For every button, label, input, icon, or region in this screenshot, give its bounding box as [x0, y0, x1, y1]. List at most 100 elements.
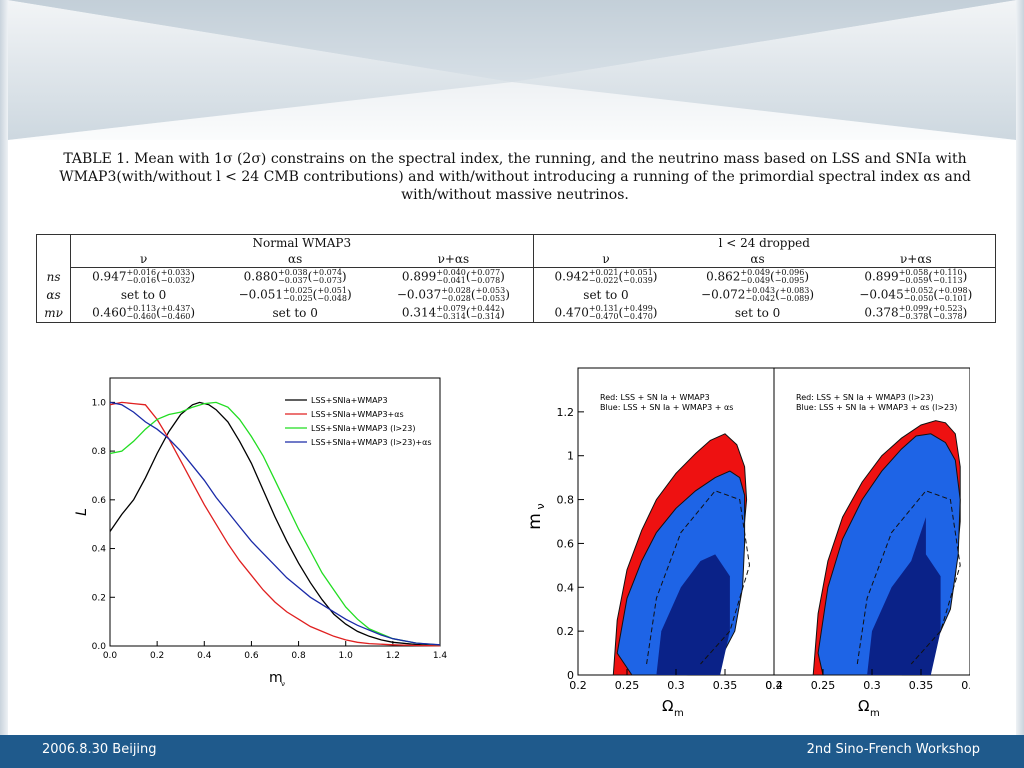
x-tick-label: 0.35: [909, 679, 934, 692]
table-cell: set to 0: [678, 304, 837, 323]
contour-inner-region: [656, 554, 730, 675]
column-header: ν: [70, 251, 217, 268]
legend-entry: LSS+SNIa+WMAP3+αs: [311, 410, 404, 419]
x-tick-label: 0.4: [197, 651, 212, 661]
right-border: [1016, 0, 1024, 735]
y-tick-label: 0.8: [557, 494, 575, 507]
column-header: ν+αs: [374, 251, 534, 268]
x-tick-label: 0.35: [713, 679, 738, 692]
x-axis-label-subscript: ν: [281, 680, 285, 688]
table-cell: 0.880 +0.038 −0.037(+0.074 −0.073): [243, 268, 347, 285]
x-tick-label: 1.4: [433, 651, 448, 661]
table-cell: 0.899 +0.058 −0.059(+0.110 −0.113): [836, 267, 996, 286]
x-tick-label: 1.2: [386, 651, 400, 661]
x-tick-label: 0.2: [150, 651, 164, 661]
row-label: αs: [35, 286, 72, 304]
column-header: αs: [678, 251, 837, 268]
x-tick-label: 0.25: [615, 679, 640, 692]
decorative-banner: [8, 0, 1016, 140]
x-tick-label: 0.25: [811, 679, 836, 692]
column-header: αs: [216, 251, 375, 268]
table-row: mν 0.460 +0.113 −0.460(+0.437 −0.460) set to …: [35, 304, 996, 323]
table-cell: 0.314 +0.079 −0.314(+0.442 −0.314): [374, 304, 534, 323]
x-tick-label: 0.3: [667, 679, 685, 692]
row-label: mν: [35, 304, 72, 323]
y-tick-label: 0.2: [92, 593, 106, 603]
x-tick-label: 1.0: [339, 651, 354, 661]
x-tick-label: 0.4: [765, 679, 783, 692]
legend-entry: LSS+SNIa+WMAP3: [311, 396, 388, 405]
group-header-normal: Normal WMAP3: [70, 234, 534, 251]
likelihood-chart: 0.0 0.2 0.4 0.6 0.8 1.0 1.2 1.4 0.0 0.2 0.4 0.6 0.8 1…: [74, 377, 448, 688]
y-tick-label: 0: [567, 669, 574, 682]
x-tick-label: 0.8: [291, 651, 306, 661]
table-caption: TABLE 1. Mean with 1σ (2σ) constrains on…: [40, 150, 990, 204]
y-axis-label: L: [74, 508, 90, 516]
y-tick-label: 1.0: [92, 398, 107, 408]
y-tick-label: 0.6: [557, 537, 575, 550]
table-cell: 0.470 +0.131 −0.470(+0.499 −0.470): [533, 304, 679, 323]
table-row: αs set to 0 −0.051 +0.025 −0.025(+0.051 −0.04…: [35, 286, 996, 304]
x-tick-label: 0.3: [863, 679, 881, 692]
y-tick-label: 0.6: [92, 496, 107, 506]
y-tick-label: 0.8: [92, 447, 107, 457]
y-tick-label: 1: [567, 450, 574, 463]
series-line: [109, 401, 441, 647]
x-axis-label: m: [269, 670, 283, 686]
table-corner: [35, 234, 72, 268]
y-tick-label: 0.4: [557, 581, 575, 594]
legend-entry: Red: LSS + SN Ia + WMAP3: [600, 393, 710, 402]
x-axis-label: Ω: [662, 697, 673, 715]
x-axis-label: Ω: [858, 697, 869, 715]
table-cell: set to 0: [120, 288, 167, 302]
legend-entry: LSS+SNIa+WMAP3 (l>23)+αs: [311, 438, 432, 447]
y-tick-label: 0.0: [92, 642, 107, 652]
contour-dashed-line: [856, 490, 961, 665]
table-cell: −0.037 +0.028 −0.028(+0.053 −0.053): [374, 286, 534, 304]
y-tick-label: 0.4: [92, 545, 107, 555]
y-axis-label-subscript: ν: [534, 503, 547, 509]
y-tick-label: 1.2: [557, 406, 575, 419]
contour-inner-region: [867, 517, 941, 675]
table-cell: −0.051 +0.025 −0.025(+0.051 −0.048): [238, 286, 352, 303]
x-tick-label: 0.2: [569, 679, 587, 692]
footer-event-name: 2nd Sino-French Workshop: [806, 742, 980, 757]
x-tick-label: 0.2: [765, 679, 783, 692]
column-header: ν: [533, 251, 679, 268]
table-cell: 0.460 +0.113 −0.460(+0.437 −0.460): [70, 304, 217, 323]
table-cell: set to 0: [216, 304, 375, 323]
x-axis-label-subscript: m: [870, 708, 880, 719]
footer-bar: 2006.8.30 Beijing 2nd Sino-French Worksh…: [0, 735, 1024, 768]
table-cell: 0.862 +0.049 −0.049(+0.096 −0.095): [706, 268, 810, 285]
legend-entry: Blue: LSS + SN Ia + WMAP3 + αs (l>23): [796, 403, 957, 412]
contour-dashed-line: [646, 490, 751, 665]
legend-entry: LSS+SNIa+WMAP3 (l>23): [311, 424, 415, 433]
row-label: ns: [35, 267, 72, 286]
y-tick-label: 0.2: [557, 625, 575, 638]
results-table: Normal WMAP3 l < 24 dropped ν αs ν+αs ν …: [35, 234, 997, 323]
series-line: [109, 401, 441, 646]
column-header: ν+αs: [836, 251, 996, 268]
legend-entry: Blue: LSS + SN Ia + WMAP3 + αs: [600, 403, 733, 412]
legend-entry: Red: LSS + SN Ia + WMAP3 (l>23): [796, 393, 934, 402]
table-row: ns 0.947 +0.016 −0.016(+0.033 −0.032) 0.880 +0…: [35, 267, 996, 286]
table-cell: set to 0: [583, 288, 629, 302]
y-axis-label: m: [525, 513, 545, 530]
table-cell: 0.378 +0.099 −0.378(+0.523 −0.378): [836, 304, 996, 323]
series-line: [109, 401, 441, 646]
x-tick-label: 0.0: [103, 651, 118, 661]
table-cell: 0.899 +0.040 −0.041(+0.077 −0.078): [374, 267, 534, 286]
footer-date-location: 2006.8.30 Beijing: [42, 742, 157, 757]
table-cell: −0.045 +0.052 −0.050(+0.098 −0.101): [836, 286, 996, 304]
table-cell: −0.072 +0.043 −0.042(+0.083 −0.089): [701, 286, 815, 303]
table-body: ns 0.947 +0.016 −0.016(+0.033 −0.032) 0.880 +0…: [35, 267, 996, 323]
group-header-dropped: l < 24 dropped: [533, 234, 997, 251]
table-cell: 0.947 +0.016 −0.016(+0.033 −0.032): [92, 268, 196, 285]
x-axis-label-subscript: m: [674, 708, 684, 719]
series-line: [109, 401, 441, 647]
table-cell: 0.942 +0.021 −0.022(+0.051 −0.039): [554, 268, 658, 285]
caption-text: TABLE 1. Mean with 1σ (2σ) constrains on…: [59, 151, 971, 203]
left-border: [0, 0, 8, 735]
